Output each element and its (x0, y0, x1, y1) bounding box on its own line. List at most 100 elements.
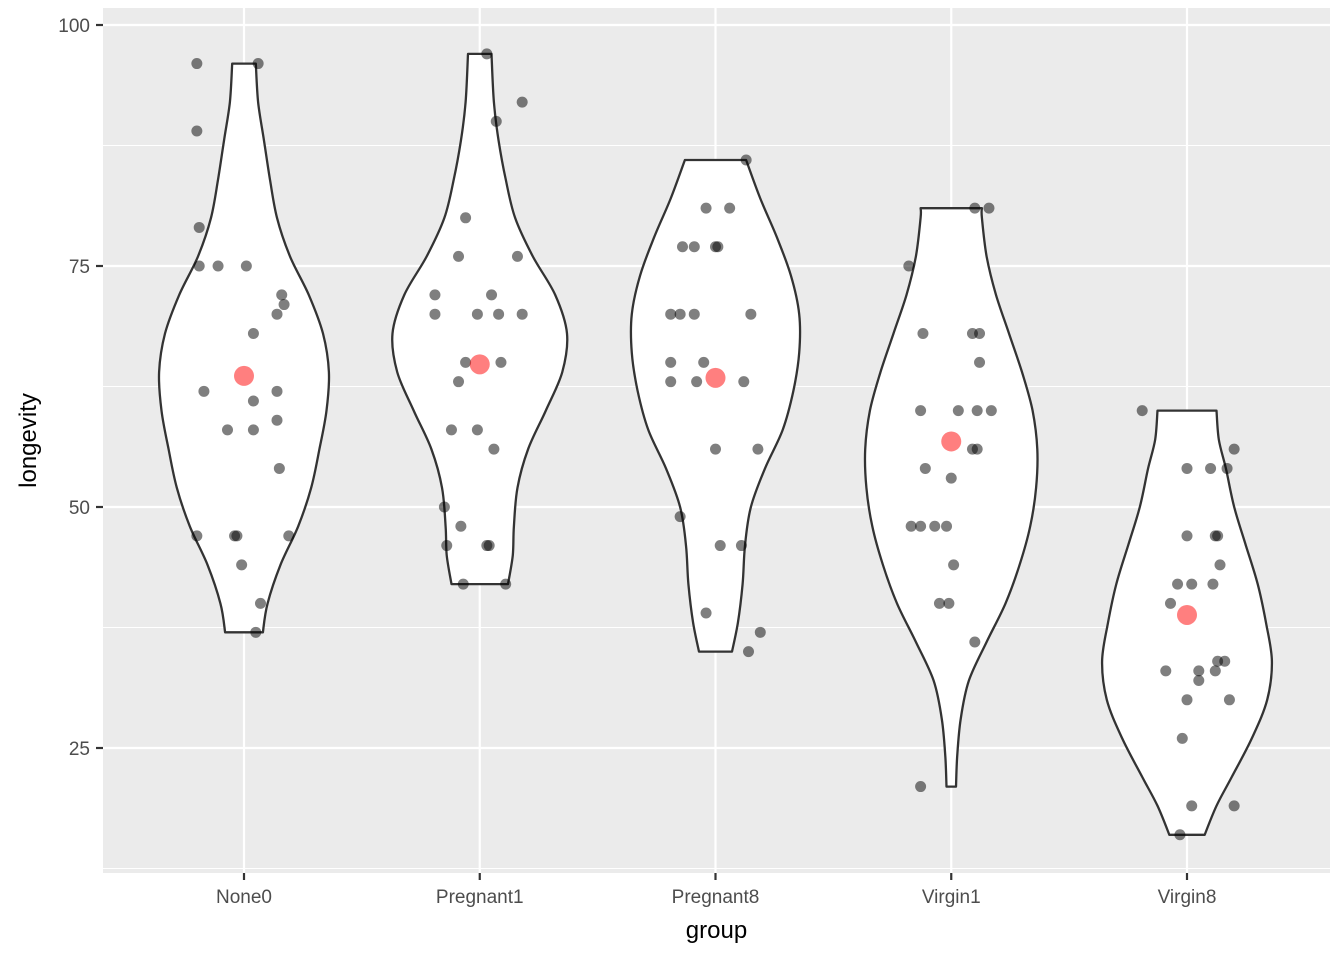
data-point-None0 (193, 221, 205, 233)
data-point-Virgin1 (971, 443, 983, 455)
data-point-None0 (278, 299, 290, 311)
data-point-Pregnant1 (493, 308, 505, 320)
data-point-Pregnant1 (445, 424, 457, 436)
data-point-None0 (221, 424, 233, 436)
data-points (191, 48, 1240, 841)
data-point-Pregnant8 (665, 376, 677, 388)
data-point-Virgin8 (1221, 462, 1233, 474)
data-point-Pregnant8 (710, 443, 721, 455)
data-point-Pregnant1 (511, 250, 523, 262)
data-point-Virgin8 (1181, 694, 1193, 706)
data-point-Virgin1 (948, 559, 960, 571)
data-point-Pregnant8 (714, 540, 726, 552)
data-point-Pregnant1 (429, 308, 441, 320)
data-point-Virgin8 (1176, 732, 1188, 744)
data-point-Pregnant1 (490, 115, 502, 127)
data-point-Virgin8 (1186, 578, 1198, 590)
data-point-Virgin1 (905, 520, 917, 532)
data-point-Virgin8 (1186, 800, 1198, 812)
data-point-Pregnant8 (676, 241, 688, 253)
data-point-Pregnant8 (688, 308, 700, 320)
mean-points (234, 354, 1197, 625)
data-point-None0 (271, 385, 283, 397)
data-point-Pregnant1 (486, 289, 498, 301)
data-point-None0 (283, 530, 295, 542)
data-point-None0 (191, 530, 203, 542)
mean-point-Virgin8 (1177, 604, 1197, 625)
data-point-Pregnant1 (516, 308, 528, 320)
data-point-Virgin8 (1228, 443, 1240, 455)
data-point-Virgin8 (1193, 665, 1205, 677)
mean-point-None0 (234, 365, 254, 386)
data-point-None0 (247, 424, 259, 436)
data-point-Virgin8 (1219, 655, 1231, 667)
data-point-Virgin8 (1160, 665, 1172, 677)
data-point-None0 (236, 559, 248, 571)
data-point-Pregnant1 (457, 578, 469, 590)
data-point-Virgin8 (1172, 578, 1184, 590)
y-tick-label: 25 (69, 739, 90, 760)
data-point-Virgin8 (1136, 405, 1148, 417)
data-point-Virgin8 (1228, 800, 1240, 812)
data-point-None0 (250, 626, 262, 638)
data-point-Pregnant1 (500, 578, 512, 590)
data-point-None0 (255, 597, 267, 609)
data-point-Virgin8 (1174, 829, 1186, 841)
data-point-Virgin1 (969, 202, 981, 214)
data-point-Pregnant1 (516, 96, 528, 108)
data-point-None0 (276, 289, 288, 301)
data-point-Pregnant1 (471, 308, 483, 320)
data-point-Pregnant1 (438, 501, 450, 513)
data-point-Virgin8 (1181, 530, 1193, 542)
data-point-Pregnant1 (483, 540, 495, 552)
data-point-Pregnant8 (665, 356, 677, 368)
data-point-Pregnant8 (698, 356, 710, 368)
x-tick-label: Virgin1 (922, 887, 981, 908)
data-point-Virgin1 (903, 260, 915, 272)
data-point-Virgin1 (985, 405, 997, 417)
data-point-Pregnant8 (691, 376, 703, 388)
data-point-Virgin8 (1205, 462, 1217, 474)
data-point-Virgin8 (1164, 597, 1176, 609)
data-point-None0 (240, 260, 252, 272)
data-point-Virgin1 (974, 356, 986, 368)
x-tick-label: None0 (216, 887, 272, 908)
data-point-None0 (271, 414, 283, 426)
data-point-None0 (247, 327, 259, 339)
data-point-Pregnant8 (754, 626, 766, 638)
y-axis-title: longevity (15, 393, 42, 488)
x-tick-label: Pregnant8 (672, 887, 760, 908)
data-point-Virgin1 (983, 202, 995, 214)
data-point-None0 (231, 530, 243, 542)
data-point-Virgin1 (945, 472, 957, 484)
data-point-Pregnant1 (453, 250, 465, 262)
data-point-Pregnant8 (688, 241, 700, 253)
data-point-Virgin1 (919, 462, 931, 474)
violin-None0 (157, 62, 331, 634)
data-point-Pregnant8 (700, 202, 712, 214)
data-point-Pregnant1 (471, 424, 483, 436)
data-point-None0 (247, 395, 259, 407)
y-tick-label: 75 (69, 257, 90, 278)
y-axis: 25 50 75 100 (58, 16, 103, 760)
violin-Virgin1 (863, 207, 1039, 788)
data-point-Pregnant8 (752, 443, 764, 455)
data-point-Pregnant1 (441, 540, 453, 552)
data-point-Virgin8 (1212, 530, 1224, 542)
data-point-Pregnant1 (481, 48, 493, 60)
data-point-Virgin8 (1193, 675, 1205, 687)
data-point-Pregnant8 (674, 308, 686, 320)
violin-Pregnant8 (629, 158, 802, 653)
data-point-None0 (271, 308, 283, 320)
data-point-Virgin1 (974, 327, 986, 339)
x-tick-label: Pregnant1 (436, 887, 524, 908)
data-point-None0 (198, 385, 210, 397)
data-point-Pregnant1 (495, 356, 507, 368)
data-point-Pregnant8 (712, 241, 724, 253)
data-point-Pregnant1 (429, 289, 441, 301)
data-point-Virgin1 (915, 520, 927, 532)
data-point-Virgin1 (971, 405, 983, 417)
data-point-None0 (193, 260, 205, 272)
